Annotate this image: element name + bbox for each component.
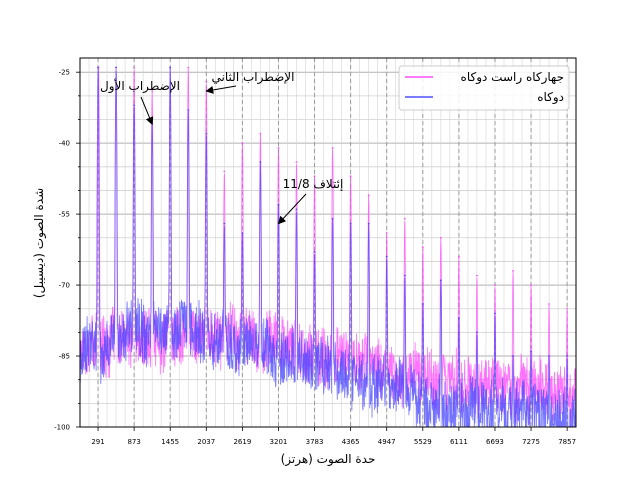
series-peak-point: [530, 284, 532, 286]
series-peak-point: [277, 203, 280, 206]
annotation-arrow: [140, 96, 154, 126]
x-tick-label: 2037: [197, 438, 215, 446]
legend: جهاركاه راست دوكاه دوكاه: [398, 65, 570, 111]
series-peak-point: [439, 279, 442, 282]
series-peak-point: [476, 331, 478, 334]
x-tick-label: 7275: [522, 438, 540, 446]
y-tick-label: -85: [59, 353, 70, 361]
x-tick-label: 3201: [270, 438, 288, 446]
annotation-text: إئتلاف 11/8: [283, 177, 344, 191]
legend-label: جهاركاه راست دوكاه: [461, 70, 564, 85]
series-peak-point: [530, 350, 532, 353]
y-tick-label: -40: [59, 140, 70, 148]
series-peak-point: [205, 132, 208, 135]
series-peak-point: [421, 303, 424, 305]
series-peak-point: [494, 284, 496, 286]
series-peak-point: [259, 161, 262, 164]
series-peak-point: [313, 251, 316, 253]
series-peak-point: [548, 303, 550, 305]
x-tick-label: 4947: [378, 438, 396, 446]
x-tick-label: 873: [127, 438, 140, 446]
series-peak-point: [566, 307, 568, 310]
series-peak-point: [512, 270, 514, 272]
y-tick-label: -25: [59, 69, 70, 77]
series-peak-point: [494, 312, 496, 315]
series-peak-point: [349, 222, 352, 225]
x-tick-label: 5529: [414, 438, 432, 446]
y-tick-label: -70: [59, 282, 70, 290]
series-peak-point: [223, 170, 226, 173]
annotation-arrow: [205, 85, 237, 94]
x-tick-label: 2619: [233, 438, 251, 446]
series-peak-point: [133, 66, 136, 69]
series-peak-point: [241, 232, 244, 234]
series-peak-point: [458, 255, 460, 258]
x-tick-label: 3783: [306, 438, 324, 446]
series-peak-point: [151, 118, 154, 121]
series-peak-point: [476, 274, 478, 277]
series-peak-point: [97, 66, 99, 69]
series-peak-point: [151, 90, 154, 92]
series-peak-point: [115, 66, 117, 69]
x-axis-label: حدة الصوت (هرتز): [281, 452, 376, 467]
axis-ticks: -25 -40 -55 -70 -85 -100 291 873 1455 2037 2619 320…: [54, 69, 576, 446]
annotations: الإضطراب الأول الإضطراب الثاني إئتلاف 11/8: [100, 70, 344, 225]
series-peak-point: [367, 222, 370, 225]
series-peak-point: [295, 208, 298, 211]
series-peak-point: [295, 161, 298, 164]
series-peak-point: [349, 175, 352, 178]
x-tick-label: 4365: [342, 438, 360, 446]
series-peak-point: [458, 317, 460, 320]
y-tick-label: -100: [54, 424, 70, 432]
y-axis-label: شدة الصوت (ديسيبل): [32, 188, 47, 298]
series-peak-point: [169, 66, 172, 69]
series-peak-point: [403, 274, 406, 277]
series-peak-point: [439, 236, 442, 239]
series-peak-point: [566, 355, 568, 357]
legend-label: دوكاه: [537, 90, 564, 105]
x-tick-label: 6111: [450, 438, 468, 446]
series-peak-point: [223, 222, 226, 225]
annotation-text: الإضطراب الثاني: [212, 70, 295, 85]
series-peak-point: [205, 80, 208, 83]
series-peak-point: [277, 147, 280, 149]
plot-frame: [79, 57, 577, 428]
series-peak-point: [403, 217, 406, 220]
series-peak-point: [385, 232, 388, 234]
annotation-arrow: [277, 193, 307, 225]
series-peak-point: [331, 217, 334, 220]
annotation-text: الإضطراب الأول: [100, 78, 180, 94]
series-peak-point: [367, 194, 370, 197]
series-peak-point: [133, 104, 136, 107]
x-tick-label: 6693: [486, 438, 504, 446]
y-tick-label: -55: [59, 211, 70, 219]
series-peak-point: [241, 142, 244, 145]
series-peak-point: [385, 255, 388, 258]
x-tick-label: 1455: [161, 438, 179, 446]
series-peak-point: [421, 246, 424, 249]
series-peak-point: [313, 175, 316, 178]
legend-box: [398, 65, 570, 111]
series-peak-point: [259, 132, 262, 135]
x-tick-label: 291: [91, 438, 104, 446]
series-peak-point: [187, 109, 190, 111]
series-peak-point: [331, 147, 334, 149]
series-peak-point: [512, 355, 514, 357]
series-peak-point: [187, 66, 190, 69]
x-tick-label: 7857: [558, 438, 576, 446]
series-peak-point: [548, 355, 550, 357]
series-line: [80, 67, 576, 427]
series-area: [80, 66, 576, 427]
